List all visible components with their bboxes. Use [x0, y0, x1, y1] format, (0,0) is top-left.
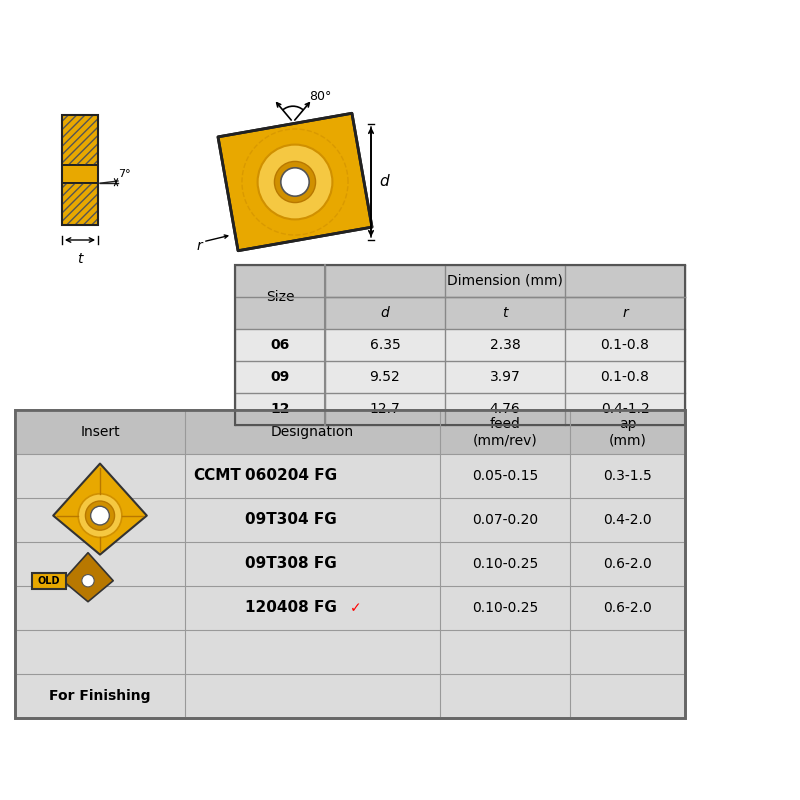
Polygon shape [218, 114, 372, 250]
Text: Dimension (mm): Dimension (mm) [447, 274, 563, 288]
Text: 12.7: 12.7 [370, 402, 400, 416]
Text: 0.10-0.25: 0.10-0.25 [472, 557, 538, 571]
FancyBboxPatch shape [15, 410, 685, 718]
Text: 0.10-0.25: 0.10-0.25 [472, 601, 538, 615]
Circle shape [78, 494, 122, 538]
Text: 6.35: 6.35 [370, 338, 400, 352]
Text: 0.07-0.20: 0.07-0.20 [472, 513, 538, 527]
Text: 0.1-0.8: 0.1-0.8 [601, 338, 650, 352]
Text: Size: Size [266, 290, 294, 304]
Text: ✓: ✓ [350, 601, 362, 615]
Text: 2.38: 2.38 [490, 338, 520, 352]
Text: 7°: 7° [118, 170, 130, 179]
Text: 0.3-1.5: 0.3-1.5 [603, 469, 652, 483]
Text: Designation: Designation [271, 425, 354, 439]
Text: 0.05-0.15: 0.05-0.15 [472, 469, 538, 483]
Text: 09T304 FG: 09T304 FG [245, 513, 337, 527]
Text: 3.97: 3.97 [490, 370, 520, 384]
FancyBboxPatch shape [62, 115, 98, 165]
FancyBboxPatch shape [235, 297, 685, 329]
Text: 0.4-2.0: 0.4-2.0 [603, 513, 652, 527]
FancyBboxPatch shape [235, 265, 685, 425]
FancyBboxPatch shape [62, 183, 98, 225]
Text: r: r [197, 238, 202, 253]
Circle shape [258, 145, 333, 219]
Text: 0.6-2.0: 0.6-2.0 [603, 557, 652, 571]
Circle shape [274, 162, 315, 202]
Text: t: t [502, 306, 508, 320]
FancyBboxPatch shape [15, 410, 685, 454]
FancyBboxPatch shape [32, 573, 66, 589]
Polygon shape [53, 464, 147, 554]
Circle shape [281, 168, 310, 196]
Text: d: d [381, 306, 390, 320]
Text: 4.76: 4.76 [490, 402, 520, 416]
Text: 0.1-0.8: 0.1-0.8 [601, 370, 650, 384]
Text: Insert: Insert [80, 425, 120, 439]
FancyBboxPatch shape [235, 265, 685, 297]
Text: d: d [379, 174, 389, 190]
Text: 9.52: 9.52 [370, 370, 400, 384]
Text: 120408 FG: 120408 FG [245, 601, 337, 615]
Text: 0.6-2.0: 0.6-2.0 [603, 601, 652, 615]
Text: 0.4-1.2: 0.4-1.2 [601, 402, 650, 416]
Text: 12: 12 [270, 402, 290, 416]
Text: 060204 FG: 060204 FG [245, 469, 337, 483]
Text: For Finishing: For Finishing [50, 689, 150, 703]
Text: t: t [78, 252, 82, 266]
Text: CCMT: CCMT [193, 469, 241, 483]
Text: ap
(mm): ap (mm) [609, 417, 646, 447]
Text: 09T308 FG: 09T308 FG [245, 557, 337, 571]
Text: OLD: OLD [38, 576, 60, 586]
Polygon shape [62, 553, 114, 602]
Text: feed
(mm/rev): feed (mm/rev) [473, 417, 538, 447]
Circle shape [90, 506, 110, 525]
Text: 80°: 80° [309, 90, 331, 103]
Text: 09: 09 [270, 370, 290, 384]
Text: r: r [622, 306, 628, 320]
Circle shape [86, 501, 114, 530]
FancyBboxPatch shape [62, 165, 98, 183]
Circle shape [82, 574, 94, 587]
Text: 06: 06 [270, 338, 290, 352]
